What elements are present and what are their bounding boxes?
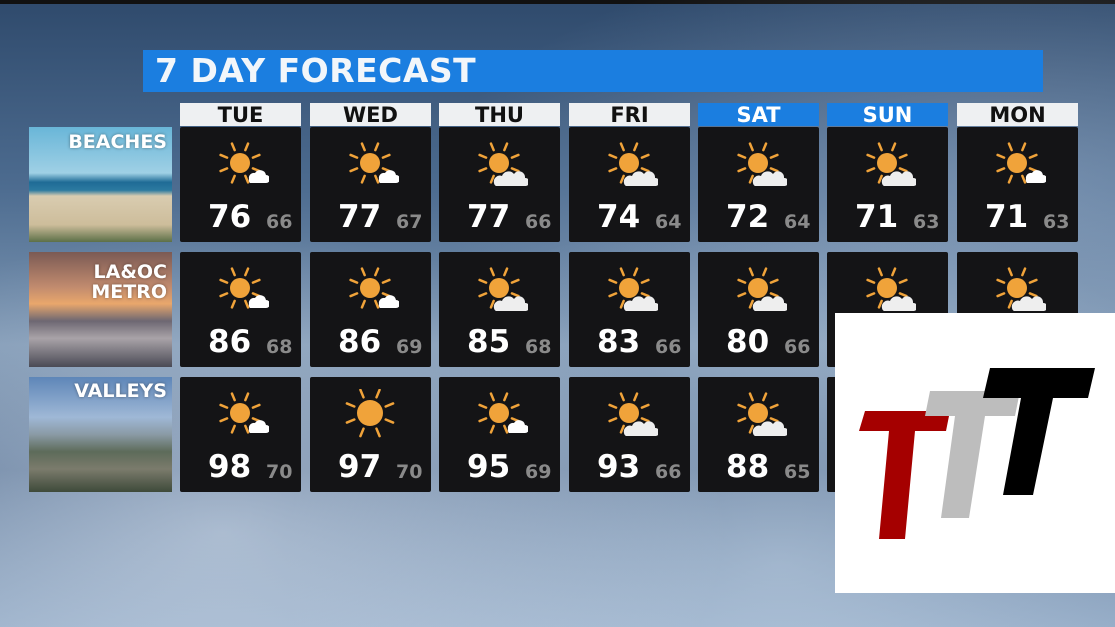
sun-small-cloud-icon [349,267,399,309]
high-temp: 77 [467,199,511,235]
low-temp: 66 [655,461,682,483]
sun-cloud-icon [996,267,1046,311]
day-header-sun: SUN [827,103,948,127]
sun-cloud-icon [737,267,787,311]
high-temp: 83 [597,324,641,360]
day-header-tue: TUE [180,103,301,127]
day-header-sat: SAT [698,103,819,127]
forecast-cell: 77 67 [310,127,431,242]
sun-cloud-icon [737,392,787,436]
high-temp: 71 [985,199,1029,235]
forecast-cell: 88 65 [698,377,819,492]
low-temp: 66 [655,336,682,358]
day-header-wed: WED [310,103,431,127]
sun-small-cloud-icon [996,142,1046,184]
high-temp: 85 [467,324,511,360]
low-temp: 63 [913,211,940,233]
ttt-logo-graphic [859,368,1095,539]
forecast-cell: 71 63 [957,127,1078,242]
high-temp: 71 [855,199,899,235]
high-temp: 74 [597,199,641,235]
sun-small-cloud-icon [219,267,269,309]
sun-small-cloud-icon [349,142,399,184]
sun-cloud-icon [478,142,528,186]
region-name: METRO [91,281,167,303]
forecast-cell: 77 66 [439,127,560,242]
forecast-cell: 80 66 [698,252,819,367]
region-label: BEACHES [29,127,172,242]
low-temp: 65 [784,461,811,483]
low-temp: 69 [396,336,423,358]
forecast-cell: 86 68 [180,252,301,367]
high-temp: 93 [597,449,641,485]
forecast-cell: 98 70 [180,377,301,492]
region-name: VALLEYS [74,380,167,402]
high-temp: 95 [467,449,511,485]
sun-cloud-icon [608,142,658,186]
region-label: VALLEYS [29,377,172,492]
low-temp: 70 [266,461,293,483]
region-label: LA&OC METRO [29,252,172,367]
high-temp: 77 [338,199,382,235]
ttt-logo [835,313,1115,593]
high-temp: 86 [338,324,382,360]
day-header-mon: MON [957,103,1078,127]
low-temp: 64 [655,211,682,233]
forecast-cell: 97 70 [310,377,431,492]
forecast-cell: 83 66 [569,252,690,367]
region-name: BEACHES [68,131,167,153]
forecast-cell: 76 66 [180,127,301,242]
page-title: 7 DAY FORECAST [143,50,1043,92]
sun-cloud-icon [608,392,658,436]
low-temp: 64 [784,211,811,233]
forecast-cell: 86 69 [310,252,431,367]
sun-cloud-icon [737,142,787,186]
high-temp: 86 [208,324,252,360]
high-temp: 80 [726,324,770,360]
region-name: LA&OC [93,261,167,283]
sun-small-cloud-icon [478,392,528,434]
forecast-cell: 72 64 [698,127,819,242]
high-temp: 88 [726,449,770,485]
day-header-thu: THU [439,103,560,127]
high-temp: 76 [208,199,252,235]
low-temp: 66 [525,211,552,233]
sun-cloud-icon [866,267,916,311]
low-temp: 66 [266,211,293,233]
low-temp: 63 [1043,211,1070,233]
forecast-cell: 85 68 [439,252,560,367]
sun-small-cloud-icon [219,142,269,184]
forecast-cell: 95 69 [439,377,560,492]
sun-cloud-icon [478,267,528,311]
low-temp: 66 [784,336,811,358]
forecast-cell: 93 66 [569,377,690,492]
sunny-icon [345,389,395,438]
high-temp: 97 [338,449,382,485]
low-temp: 69 [525,461,552,483]
low-temp: 68 [525,336,552,358]
sun-cloud-icon [608,267,658,311]
forecast-cell: 74 64 [569,127,690,242]
day-header-fri: FRI [569,103,690,127]
sun-cloud-icon [866,142,916,186]
high-temp: 72 [726,199,770,235]
low-temp: 68 [266,336,293,358]
sun-small-cloud-icon [219,392,269,434]
forecast-cell: 71 63 [827,127,948,242]
low-temp: 70 [396,461,423,483]
low-temp: 67 [396,211,423,233]
high-temp: 98 [208,449,252,485]
